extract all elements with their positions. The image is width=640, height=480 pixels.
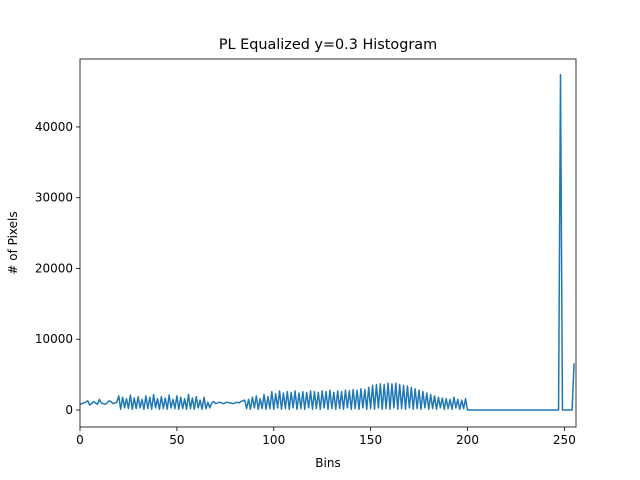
y-tick-label: 0 [65, 403, 73, 417]
y-tick-label: 30000 [35, 191, 73, 205]
y-tick-label: 40000 [35, 120, 73, 134]
data-line [79, 73, 575, 411]
x-tick-label: 0 [76, 433, 84, 447]
x-tick-label: 250 [553, 433, 576, 447]
x-tick-label: 200 [456, 433, 479, 447]
x-tick-label: 50 [169, 433, 184, 447]
axes-frame [79, 58, 577, 428]
y-axis-label: # of Pixels [6, 211, 20, 274]
x-tick-label: 100 [262, 433, 285, 447]
y-tick-label: 20000 [35, 261, 73, 275]
x-tick-label: 150 [359, 433, 382, 447]
y-tick-label: 10000 [35, 332, 73, 346]
chart-title: PL Equalized y=0.3 Histogram [219, 37, 437, 53]
x-axis-label: Bins [315, 456, 340, 470]
